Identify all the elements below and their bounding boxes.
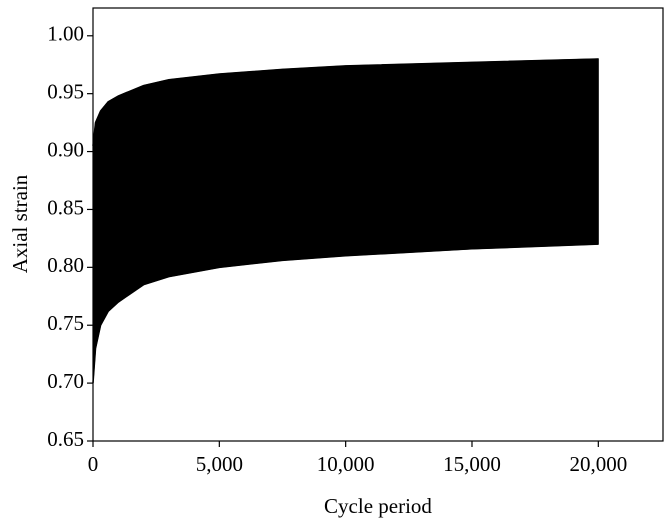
x-tick-label: 15,000 <box>443 452 501 476</box>
y-axis-label: Axial strain <box>8 174 32 273</box>
y-tick-label: 0.80 <box>47 253 84 277</box>
y-tick-label: 0.95 <box>47 79 84 103</box>
y-tick-label: 0.85 <box>47 195 84 219</box>
y-tick-label: 0.70 <box>47 369 84 393</box>
envelope-line <box>92 58 599 146</box>
y-tick-label: 0.75 <box>47 311 84 335</box>
x-tick-label: 0 <box>88 452 99 476</box>
y-tick-label: 0.65 <box>47 427 84 451</box>
band-area <box>92 58 599 384</box>
x-tick-label: 10,000 <box>317 452 375 476</box>
y-tick-label: 0.90 <box>47 137 84 161</box>
x-tick-label: 5,000 <box>196 452 243 476</box>
x-axis-label: Cycle period <box>324 494 432 518</box>
envelope-line <box>92 243 599 384</box>
x-tick-label: 20,000 <box>569 452 627 476</box>
y-tick-label: 1.00 <box>47 22 84 46</box>
